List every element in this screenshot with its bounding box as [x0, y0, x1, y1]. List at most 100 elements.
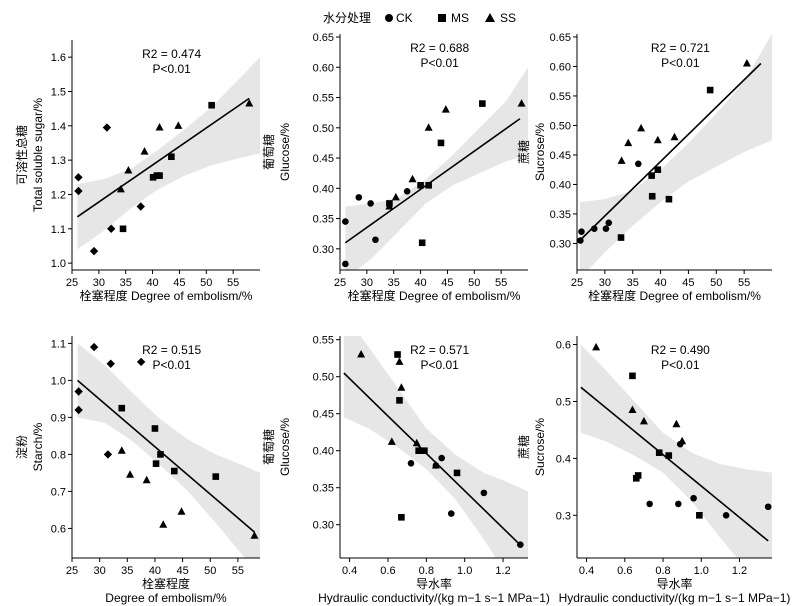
- y-axis-label-en: Glucose/%: [278, 418, 292, 476]
- data-point-circle: [577, 237, 584, 244]
- data-point-diamond: [89, 246, 99, 256]
- y-tick-label: 0.45: [313, 153, 334, 165]
- legend-label-ms: MS: [451, 11, 469, 25]
- regression-line: [76, 97, 250, 218]
- x-tick-label: 50: [710, 277, 722, 289]
- data-point-square: [156, 172, 163, 179]
- data-point-circle: [367, 200, 374, 207]
- y-tick-label: 0.60: [313, 62, 334, 74]
- x-axis-label: 栓塞程度 Degree of embolism/%: [348, 288, 521, 303]
- data-point-diamond: [74, 186, 83, 196]
- x-axis-label-en: Hydraulic conductivity/(kg m−1 s−1 MPa−1…: [318, 591, 550, 605]
- y-tick-label: 1.1: [51, 224, 66, 236]
- y-tick-label: 0.30: [550, 238, 571, 250]
- p-value-label: P<0.01: [661, 56, 700, 70]
- x-tick-label: 50: [468, 277, 480, 289]
- data-point-square: [394, 351, 401, 358]
- data-point-triangle: [357, 350, 366, 358]
- x-tick-label: 40: [149, 565, 161, 577]
- y-tick-label: 1.2: [51, 189, 66, 201]
- y-axis-label-en: Starch/%: [31, 422, 45, 471]
- data-point-square: [453, 469, 461, 477]
- data-point-square: [655, 449, 663, 456]
- y-tick-label: 0.30: [313, 520, 334, 532]
- data-point-square: [170, 467, 178, 475]
- p-value-label: P<0.01: [420, 56, 459, 70]
- data-point-diamond: [74, 173, 83, 182]
- data-point-square: [479, 100, 486, 107]
- data-point-square: [634, 472, 642, 479]
- y-tick-label: 0.40: [550, 179, 571, 191]
- data-point-square: [396, 397, 403, 404]
- legend-title: 水分处理: [323, 11, 371, 25]
- x-tick-label: 0.4: [579, 565, 594, 577]
- y-tick-label: 0.5: [556, 396, 571, 408]
- y-tick-label: 0.50: [313, 372, 334, 384]
- data-point-circle: [403, 188, 411, 195]
- y-tick-label: 0.45: [550, 150, 571, 162]
- legend-triangle-marker: [485, 13, 495, 22]
- x-tick-label: 0.6: [380, 565, 395, 577]
- y-tick-label: 0.65: [313, 32, 334, 44]
- data-point-square: [118, 404, 126, 412]
- y-axis-label: 葡萄糖: [261, 429, 276, 465]
- confidence-band: [77, 343, 260, 558]
- data-point-circle: [590, 225, 598, 232]
- data-point-triangle: [174, 121, 183, 129]
- y-axis-label-en: Glucose/%: [278, 123, 292, 181]
- x-tick-label: 45: [176, 565, 188, 577]
- r-squared-label: R2 = 0.721: [651, 41, 710, 55]
- y-axis-label-en: Sucrose/%: [533, 123, 547, 181]
- x-tick-label: 30: [93, 277, 105, 289]
- scatter-panel-2: 0.30 0.35 0.40 0.45 0.50 0.55 0.60 0.65 25 30 35 40…: [261, 32, 528, 303]
- x-tick-label: 40: [146, 277, 158, 289]
- data-point-circle: [447, 510, 455, 517]
- legend-circle-marker: [385, 14, 393, 22]
- p-value-label: P<0.01: [661, 358, 700, 372]
- r-squared-label: R2 = 0.515: [142, 343, 201, 357]
- data-point-triangle: [387, 437, 396, 445]
- data-point-square: [168, 153, 175, 161]
- x-tick-label: 55: [227, 277, 239, 289]
- data-point-circle: [342, 260, 349, 268]
- r-squared-label: R2 = 0.474: [142, 47, 201, 61]
- regression-line: [579, 62, 762, 242]
- data-point-diamond: [102, 123, 112, 132]
- x-tick-label: 1.2: [732, 565, 747, 577]
- r-squared-label: R2 = 0.571: [410, 343, 469, 357]
- y-axis-label: 蔗糖: [516, 435, 531, 459]
- data-point-triangle: [424, 123, 433, 131]
- data-point-circle: [480, 489, 488, 497]
- data-point-circle: [764, 503, 772, 511]
- data-point-circle: [355, 194, 363, 201]
- data-point-circle: [602, 225, 610, 232]
- y-tick-label: 0.4: [556, 453, 571, 465]
- data-point-triangle: [140, 147, 149, 155]
- y-tick-label: 0.9: [51, 412, 66, 424]
- data-point-triangle: [624, 138, 633, 147]
- data-point-square: [421, 447, 428, 454]
- confidence-band: [345, 67, 528, 270]
- x-tick-label: 45: [173, 277, 185, 289]
- p-value-label: P<0.01: [152, 62, 191, 76]
- x-tick-label: 55: [738, 277, 750, 289]
- y-tick-label: 0.50: [313, 123, 334, 135]
- data-point-square: [398, 514, 405, 521]
- data-point-square: [415, 447, 422, 454]
- x-tick-label: 0.4: [342, 565, 357, 577]
- data-point-square: [212, 473, 220, 480]
- data-point-triangle: [441, 105, 450, 113]
- x-tick-label: 25: [334, 277, 346, 289]
- data-point-triangle: [670, 132, 679, 141]
- x-tick-label: 1.0: [694, 565, 709, 577]
- legend-label-ck: CK: [396, 11, 413, 25]
- y-tick-label: 0.40: [313, 183, 334, 195]
- data-point-square: [417, 181, 424, 189]
- data-point-square: [151, 425, 159, 432]
- x-tick-label: 55: [495, 277, 507, 289]
- y-tick-label: 0.55: [313, 335, 334, 347]
- x-axis-label: 栓塞程度: [142, 576, 190, 591]
- data-point-triangle: [517, 99, 526, 107]
